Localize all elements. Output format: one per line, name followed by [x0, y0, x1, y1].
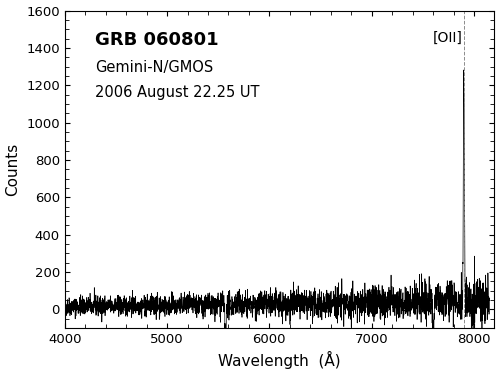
Text: [OII]: [OII]: [432, 31, 462, 45]
Text: 2006 August 22.25 UT: 2006 August 22.25 UT: [95, 85, 260, 100]
X-axis label: Wavelength  (Å): Wavelength (Å): [218, 351, 341, 369]
Y-axis label: Counts: Counts: [6, 142, 20, 196]
Text: Gemini-N/GMOS: Gemini-N/GMOS: [95, 60, 213, 75]
Text: GRB 060801: GRB 060801: [95, 31, 218, 49]
